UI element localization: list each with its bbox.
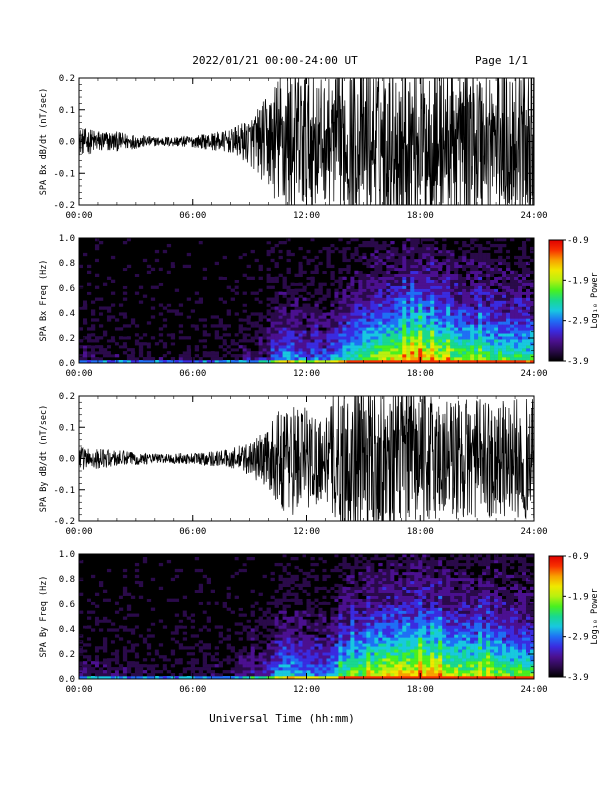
y-tick-label: 0.2 <box>59 650 75 660</box>
panels-group: 0.20.10.0-0.1-0.200:00 06:00 12:00 18:00 24:… <box>39 74 548 695</box>
x-tick-label: 12:00 <box>293 369 320 379</box>
x-tick-label: 24:00 <box>520 211 547 221</box>
x-tick-label: 00:00 <box>65 211 92 221</box>
y-tick-label: 0.0 <box>59 675 75 685</box>
x-tick-label: 24:00 <box>520 527 547 537</box>
colorbar-label: Log₁₀ Power <box>590 272 600 328</box>
trace-line-3 <box>79 396 534 521</box>
y-tick-label: 1.0 <box>59 234 75 244</box>
y-tick-label: 0.4 <box>59 309 75 319</box>
colorbar-tick-label: -0.9 <box>567 236 589 246</box>
colorbar-tick-label: -3.9 <box>567 673 589 683</box>
x-tick-label: 06:00 <box>179 527 206 537</box>
x-tick-label: 24:00 <box>520 685 547 695</box>
x-tick-label: 12:00 <box>293 685 320 695</box>
trace-line-1 <box>79 78 534 205</box>
y-axis-label-1: SPA Bx dB/dt (nT/sec) <box>39 88 49 195</box>
colorbar-tick-label: -2.9 <box>567 633 589 643</box>
x-tick-label: 00:00 <box>65 685 92 695</box>
colorbar-tick-label: -0.9 <box>567 552 589 562</box>
colorbar-label: Log₁₀ Power <box>590 588 600 644</box>
x-tick-label: 12:00 <box>293 527 320 537</box>
colorbar-tick-label: -1.9 <box>567 276 589 286</box>
colorbar-by: -0.9 -1.9 -2.9 -3.9 Log₁₀ Power <box>548 552 600 683</box>
y-tick-label: 0.0 <box>59 455 75 465</box>
x-tick-label: 12:00 <box>293 211 320 221</box>
y-tick-label: -0.2 <box>53 201 75 211</box>
colorbar-tick-label: -3.9 <box>567 357 589 367</box>
x-tick-label: 06:00 <box>179 369 206 379</box>
x-tick-label: 18:00 <box>407 211 434 221</box>
y-tick-label: 0.4 <box>59 625 75 635</box>
colorbar-bx: -0.9 -1.9 -2.9 -3.9 Log₁₀ Power <box>548 236 600 367</box>
y-tick-label: 0.6 <box>59 284 75 294</box>
y-axis-label-3: SPA By dB/dt (nT/sec) <box>39 405 49 512</box>
y-tick-label: 0.2 <box>59 74 75 84</box>
x-tick-label: 18:00 <box>407 369 434 379</box>
y-tick-label: 0.2 <box>59 334 75 344</box>
y-tick-label: 0.0 <box>59 138 75 148</box>
x-tick-label: 06:00 <box>179 211 206 221</box>
y-tick-label: 0.1 <box>59 423 75 433</box>
x-tick-label: 18:00 <box>407 685 434 695</box>
y-tick-label: 0.2 <box>59 392 75 402</box>
y-tick-label: 1.0 <box>59 550 75 560</box>
spectrogram-cells-2 <box>79 238 534 363</box>
x-tick-label: 18:00 <box>407 527 434 537</box>
y-tick-label: -0.2 <box>53 517 75 527</box>
y-tick-label: 0.1 <box>59 106 75 116</box>
y-tick-label: 0.0 <box>59 359 75 369</box>
spectrogram-cells-4 <box>79 554 534 679</box>
colorbar-scale <box>548 239 564 362</box>
panel-2: 1.0 0.8 0.6 0.4 0.2 0.000:00 06:00 12:00 18:00 24… <box>39 234 548 379</box>
figure-title: 2022/01/21 00:00-24:00 UT <box>192 54 358 67</box>
x-tick-label: 00:00 <box>65 369 92 379</box>
panel-1: 0.2 0.1 0.0 -0.1 -0.200:00 06:00 12:00 18:00 24:… <box>39 74 548 221</box>
y-tick-label: 0.6 <box>59 600 75 610</box>
colorbar-tick-label: -2.9 <box>567 317 589 327</box>
y-tick-label: -0.1 <box>53 486 75 496</box>
colorbar-scale <box>548 555 564 678</box>
y-tick-label: -0.1 <box>53 169 75 179</box>
y-tick-label: 0.8 <box>59 575 75 585</box>
panel-4: 1.0 0.8 0.6 0.4 0.2 0.000:00 06:00 12:00 18:00 24… <box>39 550 548 695</box>
x-tick-label: 00:00 <box>65 527 92 537</box>
panel-3: 0.2 0.1 0.0 -0.1 -0.200:00 06:00 12:00 18:00 24:… <box>39 392 548 537</box>
y-tick-label: 0.8 <box>59 259 75 269</box>
colorbar-tick-label: -1.9 <box>567 592 589 602</box>
x-axis-label: Universal Time (hh:mm) <box>209 712 355 725</box>
y-axis-label-2: SPA Bx Freq (Hz) <box>39 260 49 342</box>
page-indicator: Page 1/1 <box>475 54 528 67</box>
x-tick-label: 24:00 <box>520 369 547 379</box>
x-tick-label: 06:00 <box>179 685 206 695</box>
y-axis-label-4: SPA By Freq (Hz) <box>39 576 49 658</box>
